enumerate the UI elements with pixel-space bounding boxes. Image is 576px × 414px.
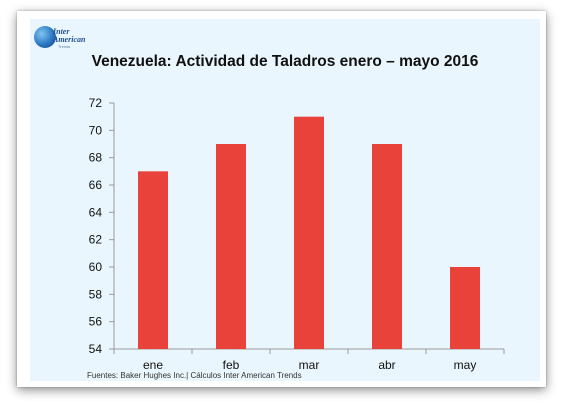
chart-title: Venezuela: Actividad de Taladros enero –…: [91, 53, 479, 70]
bar-may: [450, 267, 480, 349]
source-note: Fuentes: Baker Hughes Inc.| Cálculos Int…: [87, 371, 302, 380]
y-tick-label: 62: [89, 233, 103, 247]
x-tick-label: abr: [378, 358, 395, 372]
y-tick-label: 66: [89, 178, 103, 192]
logo-line-3: Trends: [58, 44, 71, 49]
bar-ene: [138, 171, 168, 349]
bar-feb: [216, 144, 246, 349]
logo-line-2: American: [53, 35, 86, 44]
y-tick-label: 54: [89, 342, 103, 356]
bar-abr: [372, 144, 402, 349]
inter-american-trends-logo: Inter American Trends: [34, 23, 104, 51]
chart-slide: Inter American Trends Venezuela: Activid…: [30, 19, 540, 381]
x-tick-label: may: [454, 358, 477, 372]
x-tick-label: feb: [223, 358, 240, 372]
y-tick-label: 56: [89, 315, 103, 329]
y-tick-label: 72: [89, 96, 103, 110]
y-tick-label: 58: [89, 287, 103, 301]
bar-chart: 54 56 58 60 62 64 66 68 70 72 ene feb mar abr may: [89, 96, 505, 372]
globe-icon: [34, 26, 56, 48]
bar-mar: [294, 116, 324, 350]
y-tick-label: 70: [89, 123, 103, 137]
x-tick-label: mar: [299, 358, 320, 372]
y-tick-label: 64: [89, 205, 103, 219]
y-tick-label: 60: [89, 260, 103, 274]
y-tick-label: 68: [89, 151, 103, 165]
slide-frame: Inter American Trends Venezuela: Activid…: [17, 11, 546, 387]
logo-line-1: Inter: [53, 27, 70, 36]
x-tick-label: ene: [143, 358, 163, 372]
